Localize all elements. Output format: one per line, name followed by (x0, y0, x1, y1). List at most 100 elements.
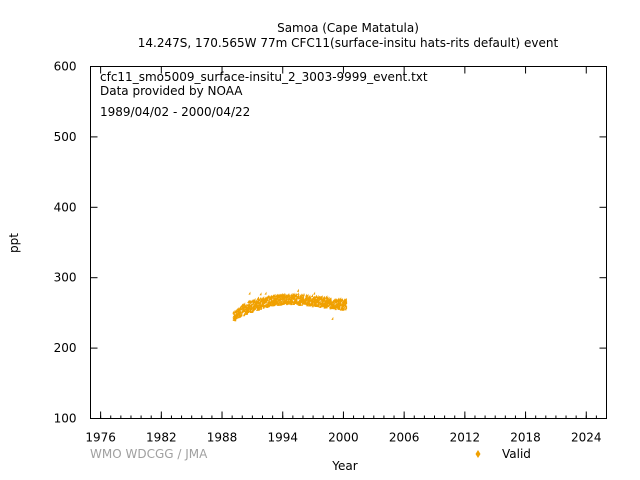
data-point (270, 303, 273, 307)
data-point (297, 293, 300, 297)
data-point (272, 294, 275, 298)
data-point (295, 294, 298, 298)
data-point (323, 298, 326, 302)
data-point (299, 293, 302, 297)
data-point (299, 300, 302, 304)
data-point (287, 292, 290, 296)
x-axis-ticks: 1976 1982 1988 1994 2000 2006 2012 2018 2024 (85, 66, 607, 445)
data-point (249, 309, 252, 313)
data-point (345, 301, 348, 305)
data-point (267, 295, 270, 299)
data-point (339, 303, 342, 307)
data-point (289, 295, 292, 299)
data-point (336, 303, 339, 307)
data-point (256, 307, 259, 311)
data-point (247, 299, 250, 303)
data-point (339, 300, 342, 304)
data-point (343, 299, 346, 303)
data-point (270, 295, 273, 299)
y-tick-label: 400 (54, 200, 77, 214)
data-point (258, 298, 261, 302)
data-point (288, 294, 291, 298)
data-point (236, 307, 239, 311)
x-tick-label: 2000 (328, 431, 359, 445)
data-point (317, 304, 320, 308)
data-point (256, 302, 259, 306)
x-tick-label: 2024 (571, 431, 602, 445)
data-point (313, 302, 316, 306)
data-point-outlier (296, 288, 299, 292)
data-point (249, 299, 252, 303)
data-point (253, 298, 256, 302)
data-point (251, 301, 254, 305)
data-point (321, 300, 324, 304)
data-point (265, 298, 268, 302)
data-point (338, 298, 341, 302)
data-point (308, 295, 311, 299)
data-point (301, 293, 304, 297)
data-point (309, 295, 312, 299)
x-tick-label: 1994 (267, 431, 298, 445)
data-point (260, 297, 263, 301)
data-point (344, 300, 347, 304)
data-point (329, 297, 332, 301)
data-point (311, 294, 314, 298)
data-point (253, 307, 256, 311)
plot-frame (90, 66, 607, 419)
data-point (291, 294, 294, 298)
data-point (269, 296, 272, 300)
data-point (233, 316, 236, 320)
chart-title-line2: 14.247S, 170.565W 77m CFC11(surface-insi… (138, 36, 559, 50)
data-point (297, 302, 300, 306)
data-point (341, 302, 344, 306)
legend-label-valid: Valid (502, 447, 531, 461)
data-point (295, 297, 298, 301)
data-point-outlier (259, 292, 262, 296)
data-point (262, 304, 265, 308)
data-point (299, 297, 302, 301)
data-point (324, 302, 327, 306)
data-point (285, 294, 288, 298)
data-point (297, 296, 300, 300)
data-point (332, 299, 335, 303)
data-point (293, 300, 296, 304)
data-point (325, 302, 328, 306)
data-point (276, 293, 279, 297)
data-point (240, 304, 243, 308)
data-points (232, 288, 348, 322)
y-tick-label: 500 (54, 130, 77, 144)
data-point (322, 295, 325, 299)
data-point (305, 297, 308, 301)
data-point (248, 302, 251, 306)
data-point (266, 302, 269, 306)
data-point (279, 297, 282, 301)
legend: Valid (475, 447, 531, 461)
data-point (311, 299, 314, 303)
data-point (256, 305, 259, 309)
data-point (242, 303, 245, 307)
data-point (244, 304, 247, 308)
data-point (315, 299, 318, 303)
data-point (242, 309, 245, 313)
data-point (315, 296, 318, 300)
data-point-outlier (248, 291, 251, 295)
data-point (276, 301, 279, 305)
data-point (274, 300, 277, 304)
data-point (270, 303, 273, 307)
data-point (306, 300, 309, 304)
data-point (293, 296, 296, 300)
chart-title-line1: Samoa (Cape Matatula) (277, 21, 419, 35)
credit-text: WMO WDCGG / JMA (90, 447, 208, 461)
data-point (259, 296, 262, 300)
data-point (277, 297, 280, 301)
data-point (317, 295, 320, 299)
data-point (342, 306, 345, 310)
data-point (334, 305, 337, 309)
data-point (306, 293, 309, 297)
y-axis-label: ppt (7, 233, 21, 253)
data-point (302, 294, 305, 298)
data-point-outlier (313, 291, 316, 295)
data-point (264, 302, 267, 306)
data-point (316, 294, 319, 298)
x-axis-label: Year (331, 459, 357, 473)
